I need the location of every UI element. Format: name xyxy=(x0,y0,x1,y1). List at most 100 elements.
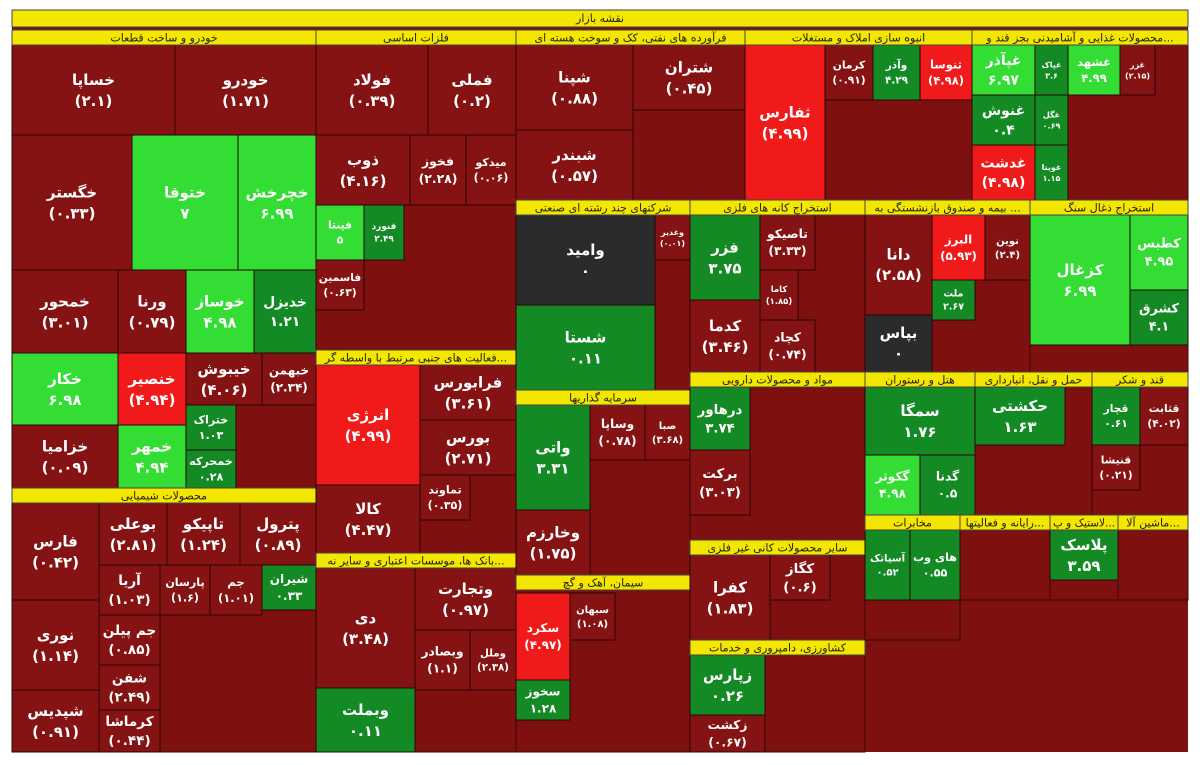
sector-name: فلزات اساسی xyxy=(383,32,449,45)
tile xyxy=(315,259,365,311)
tile-change: ۴.۱ xyxy=(1149,320,1170,335)
tile-change: ۰ xyxy=(894,345,903,363)
tile-name: فنورد xyxy=(372,222,397,232)
tile-name: قثابت xyxy=(1149,402,1180,415)
tile xyxy=(984,214,1031,281)
tile-change: ۴.۹۴ xyxy=(135,458,168,476)
tile-change: (۱.۶) xyxy=(171,591,199,604)
tile-change: ۰.۱۱ xyxy=(349,722,382,740)
tile-change: (۴.۹۷) xyxy=(524,638,562,652)
tile-name: وامید xyxy=(566,241,605,259)
tile-name: غویتا xyxy=(1042,163,1062,172)
tile xyxy=(11,352,119,426)
tile-name: تاپیکو xyxy=(182,515,224,534)
tile-name: سکرد xyxy=(527,621,559,635)
tile-change: (۰.۴۲) xyxy=(32,553,79,571)
tile-name: ختوقا xyxy=(164,183,206,201)
tile-name: وساپا xyxy=(601,417,634,431)
tile xyxy=(689,714,766,753)
tile xyxy=(11,689,100,753)
tile-change: (۲.۱) xyxy=(75,92,113,110)
sector-header xyxy=(689,639,866,656)
sector-name: مخابرات xyxy=(893,517,932,530)
tile xyxy=(689,386,751,451)
tile-name: وبملت xyxy=(342,701,389,719)
sector-header xyxy=(1117,514,1189,531)
tile xyxy=(174,44,317,136)
tile xyxy=(414,567,517,631)
tile-name: جم پیلن xyxy=(103,623,156,639)
tile-change: (۱.۰۳) xyxy=(108,592,150,608)
tile xyxy=(759,214,816,271)
tile-name: ذوب xyxy=(347,151,379,169)
tile-change: ۰.۶۹ xyxy=(1043,122,1061,131)
tile-name: کزغال xyxy=(1057,261,1104,279)
tile-name: ملت xyxy=(944,288,964,299)
tile-name: خچرخش xyxy=(246,183,309,202)
tile-name: گکوثر xyxy=(874,469,910,484)
tile-name: آسیاتک xyxy=(870,552,906,565)
tile-name: خکار xyxy=(47,370,82,388)
sector-name: محصولات شیمیایی xyxy=(121,490,207,503)
tile-change: ۴.۹۸ xyxy=(203,313,236,331)
tile-name: های وب xyxy=(913,551,957,564)
tile-name: پلاسک xyxy=(1060,536,1107,555)
tile-name: خزامیا xyxy=(42,437,88,455)
tile-name: کرماشا xyxy=(105,714,153,730)
tile xyxy=(864,214,933,316)
tile xyxy=(419,474,471,521)
tile-name: سمگا xyxy=(900,402,939,420)
tile-name: شستا xyxy=(565,328,607,346)
tile xyxy=(315,484,421,554)
tile-change: ۶.۹۷ xyxy=(988,73,1019,89)
tile-change: ۱.۱۵ xyxy=(1043,174,1061,183)
tile xyxy=(363,204,405,261)
sector-name: سرمایه گذاریها xyxy=(569,392,637,405)
tile xyxy=(11,134,133,271)
tile-change: ۰.۵ xyxy=(938,487,958,501)
tile-name: تماوند xyxy=(428,483,461,496)
tile-change: ۰ xyxy=(581,262,590,280)
tile-change: ۱.۲۸ xyxy=(530,702,557,716)
tile-change: ۶.۹۸ xyxy=(48,391,81,409)
tile xyxy=(237,134,317,271)
tile xyxy=(515,304,656,391)
tile xyxy=(515,404,591,511)
tile-change: (۱.۸۵) xyxy=(766,296,793,306)
tile-name: غنوش xyxy=(982,103,1025,119)
tile-change: ۴.۲۹ xyxy=(885,74,909,86)
tile-name: غگل xyxy=(1043,109,1060,119)
tile-name: زپارس xyxy=(703,666,752,685)
tile xyxy=(872,44,921,101)
sector-name: ماشین آلا... xyxy=(1126,516,1179,530)
sector-header xyxy=(971,29,1189,46)
tile xyxy=(98,709,161,753)
tile-name: خوساز xyxy=(194,292,244,310)
tile-name: فخوز xyxy=(421,153,454,168)
tile xyxy=(515,509,591,576)
tile-name: گدنا xyxy=(936,469,960,484)
tile xyxy=(864,314,933,373)
tile-name: سبهان xyxy=(576,605,609,616)
tile-name: ختراک xyxy=(194,413,229,426)
tile-change: (۰.۶) xyxy=(783,581,817,596)
tile-change: ۰.۳۳ xyxy=(276,589,303,603)
tile xyxy=(419,419,517,476)
tile xyxy=(931,279,976,321)
sector-name: بیمه و صندوق بازنشستگی به ... xyxy=(874,202,1020,215)
tile xyxy=(315,567,416,689)
tile-name: وآذر xyxy=(885,59,907,72)
tile-name: خمحرکه xyxy=(189,455,233,468)
tile-name: خبهمن xyxy=(269,364,309,378)
tile-change: ۴.۹۹ xyxy=(1081,71,1107,85)
sector-name: هتل و رستوران xyxy=(885,374,955,387)
tile-name: کفرا xyxy=(713,578,747,596)
tile-name: فپنتا xyxy=(328,219,352,232)
tile-change: (۰.۶۷) xyxy=(708,735,747,749)
tile-name: آریا xyxy=(118,572,141,589)
tile-name: قچار xyxy=(1103,402,1129,415)
tile-name: فملی xyxy=(451,71,492,89)
tile-name: فرابورس xyxy=(434,373,503,391)
tile-name: خنصیر xyxy=(127,370,175,388)
tile-change: (۰.۳۵) xyxy=(428,499,463,512)
